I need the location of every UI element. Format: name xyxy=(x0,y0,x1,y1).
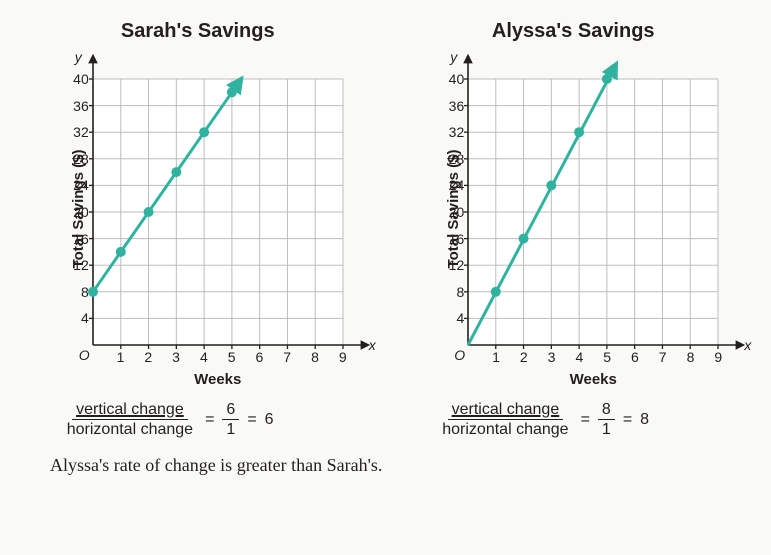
x-tick-label: 6 xyxy=(631,349,639,365)
y-tick-label: 16 xyxy=(67,231,89,247)
y-tick-label: 24 xyxy=(442,177,464,193)
y-tick-label: 24 xyxy=(67,177,89,193)
y-tick-label: 36 xyxy=(67,98,89,114)
x-letter: x xyxy=(369,337,376,353)
x-tick-label: 4 xyxy=(575,349,583,365)
formula-denominator-text: horizontal change xyxy=(63,420,197,439)
formula-numerator-text: vertical change xyxy=(448,400,564,420)
y-tick-label: 32 xyxy=(67,124,89,140)
formula-result: 6 xyxy=(265,411,274,429)
y-tick-label: 8 xyxy=(67,284,89,300)
x-axis-label: Weeks xyxy=(438,371,748,388)
y-tick-label: 20 xyxy=(67,204,89,220)
chart-title: Sarah's Savings xyxy=(23,20,373,43)
chart-title: Alyssa's Savings xyxy=(398,20,748,43)
y-tick-label: 20 xyxy=(442,204,464,220)
origin-label: O xyxy=(79,347,90,363)
x-tick-label: 8 xyxy=(687,349,695,365)
y-tick-label: 32 xyxy=(442,124,464,140)
formula-denominator-text: horizontal change xyxy=(438,420,572,439)
x-tick-label: 7 xyxy=(283,349,291,365)
panel-sarah: Sarah's Savings Total Savings ($) 481216… xyxy=(23,20,373,388)
origin-label: O xyxy=(454,347,465,363)
formula-numerator-text: vertical change xyxy=(72,400,188,420)
x-tick-label: 1 xyxy=(492,349,500,365)
x-tick-label: 1 xyxy=(117,349,125,365)
x-tick-label: 2 xyxy=(520,349,528,365)
x-tick-label: 3 xyxy=(172,349,180,365)
y-tick-label: 4 xyxy=(67,310,89,326)
x-letter: x xyxy=(744,337,751,353)
x-tick-label: 5 xyxy=(603,349,611,365)
y-tick-label: 40 xyxy=(442,71,464,87)
y-letter: y xyxy=(75,49,82,65)
x-tick-label: 5 xyxy=(228,349,236,365)
y-tick-label: 16 xyxy=(442,231,464,247)
y-tick-label: 12 xyxy=(442,257,464,273)
x-tick-label: 7 xyxy=(659,349,667,365)
y-tick-label: 4 xyxy=(442,310,464,326)
y-tick-label: 12 xyxy=(67,257,89,273)
formula-frac-den: 1 xyxy=(598,420,615,439)
y-tick-label: 8 xyxy=(442,284,464,300)
rate-formula-alyssa: vertical change horizontal change = 8 1 … xyxy=(398,400,748,439)
y-tick-label: 28 xyxy=(67,151,89,167)
formula-frac-num: 6 xyxy=(222,400,239,420)
x-tick-label: 4 xyxy=(200,349,208,365)
rate-formula-sarah: vertical change horizontal change = 6 1 … xyxy=(23,400,373,439)
formula-frac-num: 8 xyxy=(598,400,615,420)
x-tick-label: 2 xyxy=(144,349,152,365)
x-tick-label: 8 xyxy=(311,349,319,365)
equals-sign: = xyxy=(623,411,632,429)
equals-sign: = xyxy=(247,411,256,429)
x-tick-label: 3 xyxy=(548,349,556,365)
chart: Total Savings ($) 4812162024283236401234… xyxy=(398,49,748,369)
x-tick-label: 9 xyxy=(339,349,347,365)
y-tick-label: 40 xyxy=(67,71,89,87)
x-axis-label: Weeks xyxy=(63,371,373,388)
formula-result: 8 xyxy=(640,411,649,429)
y-tick-label: 36 xyxy=(442,98,464,114)
equals-sign: = xyxy=(581,411,590,429)
equals-sign: = xyxy=(205,411,214,429)
y-letter: y xyxy=(450,49,457,65)
x-tick-label: 6 xyxy=(256,349,264,365)
panel-alyssa: Alyssa's Savings Total Savings ($) 48121… xyxy=(398,20,748,388)
x-tick-label: 9 xyxy=(714,349,722,365)
chart: Total Savings ($) 4812162024283236401234… xyxy=(23,49,373,369)
formula-frac-den: 1 xyxy=(222,420,239,439)
y-tick-label: 28 xyxy=(442,151,464,167)
conclusion-text: Alyssa's rate of change is greater than … xyxy=(0,439,771,476)
